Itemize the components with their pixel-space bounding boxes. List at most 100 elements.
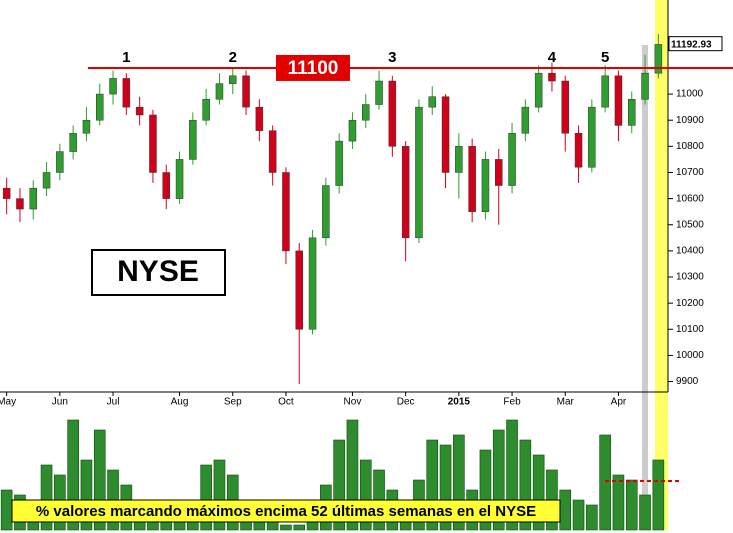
candle-body (308, 237, 317, 330)
bar (426, 439, 439, 531)
x-tick-label: Dec (397, 397, 415, 408)
candle-body (42, 172, 51, 189)
bar (572, 499, 585, 531)
resistance-label: 11100 (288, 58, 339, 79)
candle-body (641, 72, 649, 100)
candle-body (96, 93, 104, 121)
bar (492, 429, 505, 531)
bar (0, 489, 13, 531)
candle-body (175, 159, 184, 199)
candle-body (534, 72, 543, 108)
peak-label: 3 (388, 49, 396, 66)
y-tick-label: 10900 (676, 115, 704, 126)
candle-body (561, 80, 569, 134)
lower-title: % valores marcando máximos encima 52 últ… (36, 503, 536, 520)
candle-body (481, 159, 490, 212)
y-tick-label: 9900 (676, 376, 699, 387)
y-tick-label: 10200 (676, 298, 704, 309)
bar (280, 524, 292, 531)
last-price-label: 11192.93 (671, 39, 712, 50)
bar (639, 494, 651, 531)
bar (213, 459, 226, 531)
x-tick-label: Feb (503, 397, 521, 408)
x-tick-label: Jun (52, 397, 68, 408)
candle-body (521, 106, 530, 134)
title-box (91, 249, 226, 296)
bar (586, 504, 598, 531)
candle-body (135, 106, 144, 116)
candle-body (388, 80, 397, 147)
candle-body (162, 172, 170, 199)
candle-body (282, 172, 290, 252)
candle-body (109, 78, 117, 95)
bar (506, 419, 518, 531)
chart-title: NYSE (117, 255, 199, 288)
candle-body (362, 104, 370, 121)
marker-strip (642, 45, 648, 530)
candle-body (322, 185, 330, 239)
bar (652, 459, 665, 531)
candle-body (16, 198, 24, 210)
bar (346, 419, 359, 531)
candle-body (495, 159, 503, 186)
y-tick-label: 10700 (676, 167, 704, 178)
peak-label: 5 (601, 49, 609, 66)
candle-body (202, 99, 210, 121)
price-panel: 9900 10000 10100 10200 10300 10400 10500 10600 1… (0, 33, 733, 408)
x-tick-label: Apr (611, 397, 627, 408)
candle-body (255, 106, 264, 131)
candle-body (401, 146, 410, 239)
bar (439, 444, 452, 531)
candle-body (149, 114, 157, 173)
bar (519, 439, 532, 531)
peak-label: 1 (122, 49, 130, 66)
x-tick-label: Nov (344, 397, 362, 408)
highlight-strip (655, 0, 668, 530)
candle-body (614, 75, 623, 126)
candle-body (229, 75, 237, 84)
peak-label: 4 (548, 49, 557, 66)
candle-body (242, 75, 250, 108)
x-tick-label: May (0, 397, 16, 408)
candle-body (468, 146, 476, 212)
candle-body (601, 75, 609, 108)
y-tick-label: 10600 (676, 193, 704, 204)
peak-label: 2 (229, 49, 237, 66)
candle-body (375, 80, 383, 105)
candle-body (441, 96, 450, 173)
resistance-label-box (276, 54, 350, 81)
candle-body (2, 187, 11, 199)
candle-body (548, 72, 556, 82)
candle-body (574, 133, 583, 168)
bar (453, 434, 465, 531)
y-tick-label: 11000 (676, 89, 704, 100)
lower-title-box (11, 499, 561, 523)
bar (67, 419, 79, 531)
y-tick-label: 10800 (676, 141, 704, 152)
y-tick-label: 10500 (676, 219, 704, 230)
candle-body (588, 106, 596, 168)
x-tick-label: Mar (557, 397, 575, 408)
candle-body (654, 44, 663, 74)
x-tick-label: Oct (278, 397, 294, 408)
candle-body (415, 106, 423, 239)
x-tick-label: Jul (107, 397, 120, 408)
last-price-box (668, 36, 723, 52)
x-tick-label: 2015 (448, 397, 471, 408)
candle-body (508, 133, 516, 186)
bar (479, 449, 492, 531)
bar (625, 479, 638, 531)
candle-body (295, 250, 303, 330)
candle-body (82, 119, 91, 134)
candle-body (122, 78, 131, 108)
bar (532, 454, 545, 531)
y-tick-label: 10400 (676, 246, 704, 257)
candle-body (189, 119, 197, 160)
bar (612, 474, 625, 531)
candle-body (628, 99, 636, 126)
bar (333, 439, 345, 531)
y-tick-label: 10300 (676, 272, 704, 283)
candle-body (215, 83, 224, 100)
y-tick-label: 10000 (676, 350, 704, 361)
